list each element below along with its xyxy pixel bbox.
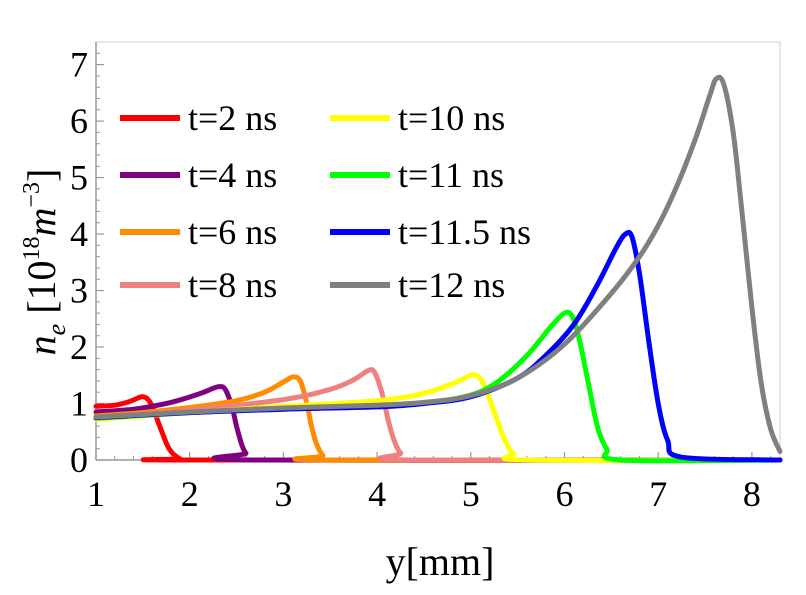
legend-label-t-11-5-ns: t=11.5 ns — [398, 212, 531, 252]
x-tick-label: 5 — [462, 474, 480, 514]
x-tick-label: 4 — [368, 474, 386, 514]
legend-label-t-8-ns: t=8 ns — [188, 265, 277, 305]
series-line-t-4-ns — [93, 384, 783, 463]
x-tick-label: 1 — [87, 474, 105, 514]
legend-label-t-12-ns: t=12 ns — [398, 265, 505, 305]
x-ticks: 1 2 3 4 5 6 7 8 — [87, 452, 772, 514]
y-tick-label: 5 — [70, 158, 88, 198]
legend-label-t-11-ns: t=11 ns — [398, 155, 504, 195]
y-label-open: [10 — [19, 260, 64, 313]
legend: t=2 ns t=4 ns t=6 ns t=8 ns t=10 ns t=11 ns t=… — [120, 98, 531, 305]
x-tick-label: 8 — [743, 474, 761, 514]
legend-label-t-10-ns: t=10 ns — [398, 98, 505, 138]
y-tick-label: 6 — [70, 101, 88, 141]
y-label-unit: m — [19, 208, 64, 237]
y-label-exponent: 18 — [19, 236, 45, 260]
legend-label-t-2-ns: t=2 ns — [188, 98, 277, 138]
x-tick-label: 6 — [555, 474, 573, 514]
series-line-t-6-ns — [93, 374, 783, 463]
legend-label-t-4-ns: t=4 ns — [188, 155, 277, 195]
y-tick-label: 0 — [70, 440, 88, 480]
y-tick-label: 4 — [70, 214, 88, 254]
y-tick-label: 2 — [70, 327, 88, 367]
y-axis-label: ne [1018m−3] — [19, 169, 71, 356]
legend-label-t-6-ns: t=6 ns — [188, 212, 277, 252]
series-line-t-10-ns — [93, 372, 783, 463]
x-tick-label: 2 — [181, 474, 199, 514]
y-label-close: ] — [19, 169, 64, 182]
x-tick-label: 7 — [649, 474, 667, 514]
x-tick-label: 3 — [274, 474, 292, 514]
series-line-t-2-ns — [93, 394, 783, 463]
y-tick-label: 1 — [70, 384, 88, 424]
y-label-symbol: n — [19, 335, 64, 355]
y-label-subscript: e — [42, 324, 71, 336]
series-line-t-12-ns — [93, 74, 783, 454]
y-ticks: 0 1 2 3 4 5 6 7 — [70, 45, 104, 480]
y-tick-label: 7 — [70, 45, 88, 85]
y-label-unit-exponent: −3 — [19, 182, 45, 208]
x-axis-label: y[mm] — [386, 539, 495, 584]
series-lines — [93, 74, 783, 464]
series-line-t-8-ns — [93, 367, 783, 463]
y-tick-label: 3 — [70, 271, 88, 311]
